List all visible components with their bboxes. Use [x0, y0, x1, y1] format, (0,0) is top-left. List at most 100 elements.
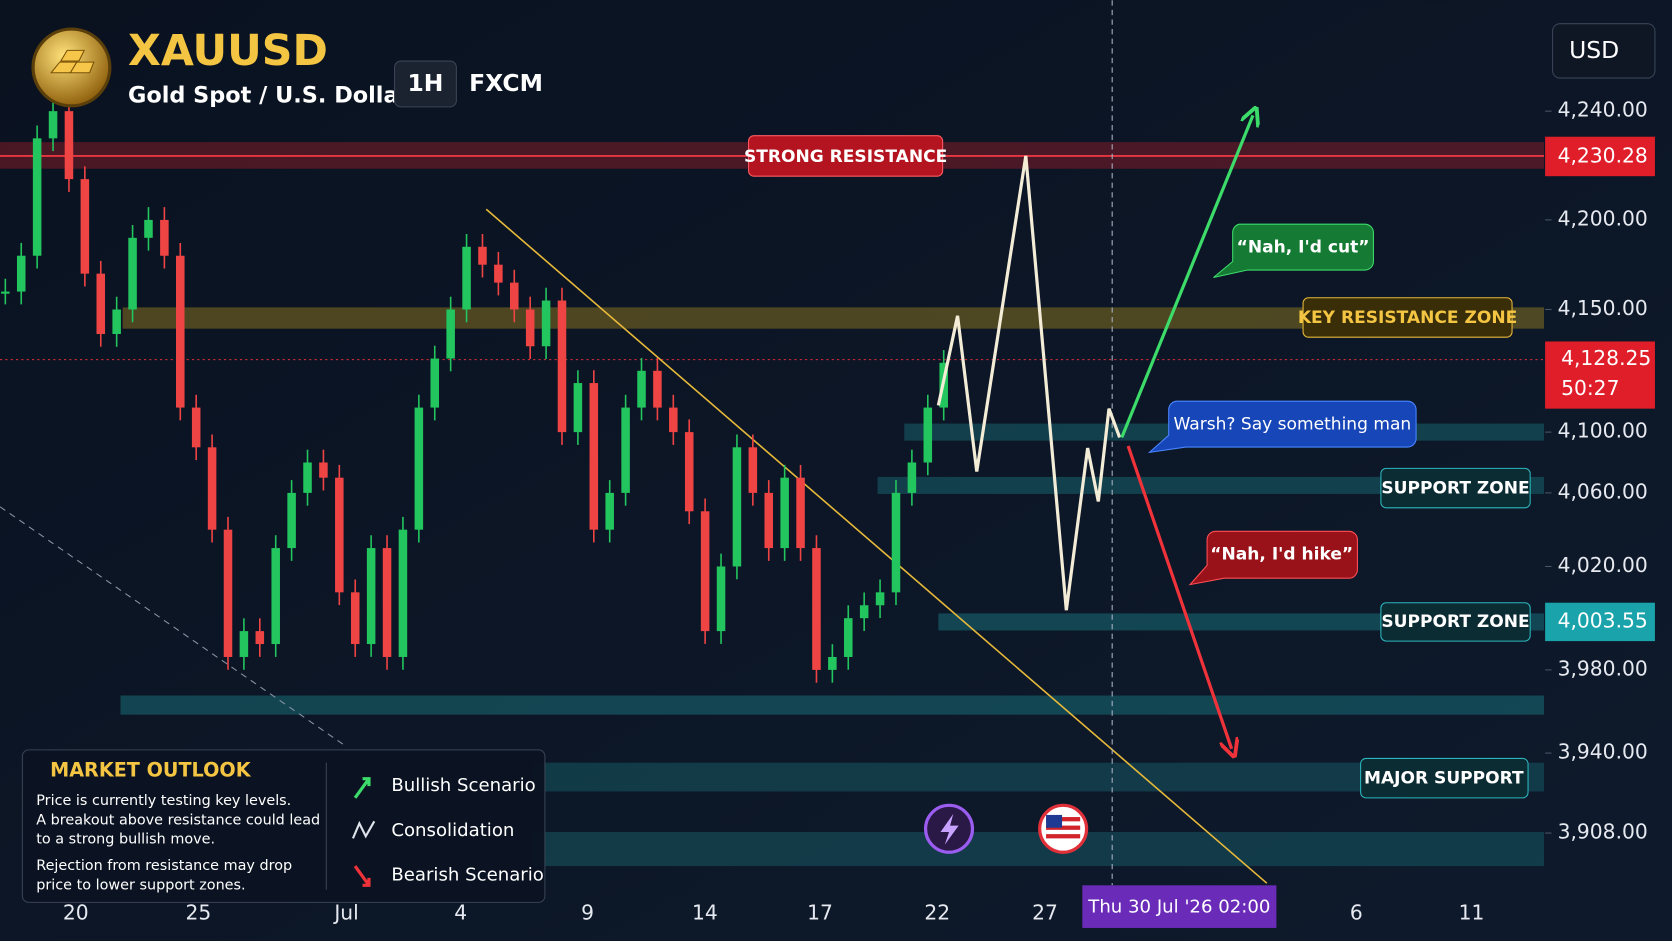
candle-body	[160, 219, 169, 256]
outlook-panel	[21, 749, 546, 903]
candle-body	[923, 407, 933, 463]
currency-button[interactable]	[1552, 23, 1656, 79]
consolidation-icon	[351, 820, 376, 839]
candle-body	[875, 592, 885, 606]
outlook-text: Rejection from resistance may drop	[36, 858, 292, 874]
price-tick-label: 4,100.00	[1558, 419, 1648, 443]
candle-body	[716, 566, 726, 632]
time-tick-label: 20	[63, 901, 89, 925]
price-tick-label: 3,980.00	[1558, 656, 1648, 680]
candle-body	[144, 219, 153, 238]
candle-body	[191, 407, 201, 448]
zone-label: SUPPORT ZONE	[1381, 479, 1529, 499]
candle-body	[828, 656, 837, 670]
candle-body	[398, 529, 408, 657]
legend-label: Bullish Scenario	[391, 775, 535, 796]
price-label-box	[1545, 602, 1655, 642]
candle-body	[48, 111, 58, 139]
time-tick-label: 9	[581, 901, 594, 925]
outlook-text: to a strong bullish move.	[36, 831, 215, 847]
candle-body	[366, 548, 376, 645]
candle-body	[541, 300, 551, 347]
price-tick-label: 3,940.00	[1558, 740, 1648, 764]
callout-bubble	[1147, 400, 1417, 454]
candle-body	[32, 138, 42, 256]
symbol: XAUUSD	[128, 26, 328, 76]
zone-label: KEY RESISTANCE ZONE	[1298, 308, 1517, 328]
candle-body	[414, 407, 424, 530]
candle-body	[80, 179, 90, 274]
candle-body	[637, 370, 646, 408]
candle-body	[605, 492, 614, 530]
bullish-arrow	[1120, 115, 1253, 439]
zone-label-box	[1360, 757, 1529, 799]
time-tick-label: 11	[1459, 901, 1485, 925]
price-label: 4,003.55	[1558, 608, 1648, 632]
candle-body	[891, 492, 901, 593]
price-tick-label: 4,150.00	[1558, 296, 1648, 320]
candle-body	[510, 282, 519, 310]
candle-body	[64, 111, 74, 180]
candle-body	[844, 618, 853, 657]
time-tick-label: 25	[185, 901, 211, 925]
candle-body	[207, 447, 217, 530]
zone-label-box	[1380, 467, 1531, 509]
candle-body	[112, 309, 121, 335]
zone-label: MAJOR SUPPORT	[1364, 769, 1524, 789]
candle-body	[16, 255, 26, 292]
candle-body	[732, 447, 742, 567]
candle-body	[350, 592, 360, 645]
broker: FXCM	[469, 69, 543, 97]
interval-button[interactable]	[394, 60, 457, 108]
candle-body	[796, 477, 805, 549]
lightning-icon	[940, 813, 959, 845]
candle-body	[859, 605, 869, 619]
zone-label-box	[748, 135, 944, 177]
price-tick-label: 4,200.00	[1558, 206, 1648, 230]
candle-body	[462, 246, 471, 310]
legend-label: Bearish Scenario	[391, 865, 544, 886]
candle-body	[748, 447, 758, 493]
callout-text: “Nah, I'd hike”	[1210, 545, 1353, 565]
candles	[1, 98, 948, 683]
time-tick-label: 22	[924, 901, 950, 925]
bullish-icon	[353, 777, 371, 799]
time-tick-label: Jul	[332, 901, 358, 925]
time-tick-label: 14	[692, 901, 718, 925]
candle-body	[669, 407, 678, 433]
candle-body	[764, 492, 774, 549]
price-tick-label: 4,240.00	[1558, 98, 1648, 122]
candle-body	[255, 631, 265, 645]
outlook-title: MARKET OUTLOOK	[50, 759, 252, 782]
bearish-arrow	[1126, 445, 1231, 749]
candle-body	[494, 264, 503, 283]
bearish-icon	[353, 865, 371, 887]
candle-body	[96, 273, 106, 335]
zone-label-box	[1380, 602, 1531, 642]
candle-body	[335, 477, 344, 593]
callout-text: Warsh? Say something man	[1174, 415, 1412, 435]
trend-line	[485, 208, 1268, 884]
candle-body	[223, 529, 233, 657]
interval: 1H	[407, 69, 443, 97]
candle-body	[907, 462, 917, 493]
countdown: 50:27	[1561, 376, 1619, 400]
gold-bars-icon	[50, 49, 95, 74]
candle-body	[478, 246, 487, 265]
outlook-text: A breakout above resistance could lead	[36, 812, 320, 828]
time-axis: 20 25 Jul 4 9 14 17 22 27 6 11	[63, 901, 1485, 925]
candle-body	[239, 631, 249, 657]
key-resistance-band	[122, 307, 1545, 329]
price-label: 4,230.28	[1558, 144, 1648, 168]
candle-body	[700, 511, 710, 632]
candle-body	[271, 548, 280, 645]
price-label: 4,128.25	[1561, 346, 1651, 370]
instrument-name: Gold Spot / U.S. Dollar	[128, 83, 410, 109]
candle-body	[573, 383, 583, 433]
candle-body	[653, 370, 662, 408]
zone-label: SUPPORT ZONE	[1381, 612, 1529, 632]
candle-body	[430, 358, 440, 408]
candle-body	[621, 407, 630, 493]
outlook-text: price to lower support zones.	[36, 877, 245, 893]
